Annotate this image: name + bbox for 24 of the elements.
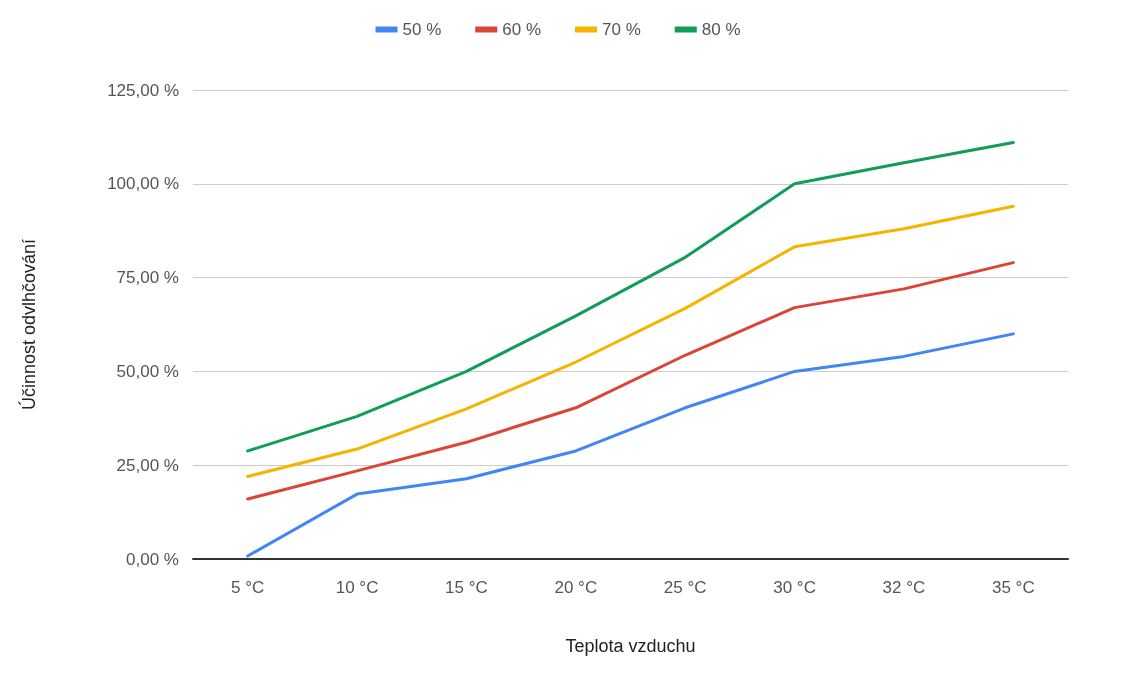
line-series — [246, 332, 1015, 558]
legend-label: 70 % — [602, 20, 641, 39]
y-tick-label: 0,00 % — [126, 549, 179, 569]
y-tick-label: 125,00 % — [107, 80, 179, 100]
x-axis-title: Teplota vzduchu — [565, 636, 696, 656]
line-series — [246, 261, 1015, 501]
x-tick-label: 15 °C — [445, 578, 488, 597]
x-tick-label: 30 °C — [773, 578, 816, 597]
x-tick-label: 25 °C — [663, 578, 707, 597]
y-tick-label: 100,00 % — [107, 174, 179, 194]
y-tick-label: 75,00 % — [116, 268, 179, 288]
legend-label: 80 % — [701, 20, 741, 39]
line-series — [246, 141, 1015, 453]
x-tick-label: 20 °C — [554, 578, 598, 597]
x-tick-label: 10 °C — [335, 578, 379, 597]
legend-label: 60 % — [502, 20, 541, 39]
x-tick-label: 35 °C — [991, 578, 1035, 597]
x-tick-label: 5 °C — [231, 578, 265, 597]
y-tick-label: 50,00 % — [116, 361, 179, 381]
y-axis-title: Účinnost odvlhčování — [18, 238, 39, 411]
line-series — [246, 204, 1015, 478]
y-tick-label: 25,00 % — [116, 455, 179, 475]
legend-label: 50 % — [402, 20, 442, 39]
x-tick-label: 32 °C — [882, 578, 926, 597]
